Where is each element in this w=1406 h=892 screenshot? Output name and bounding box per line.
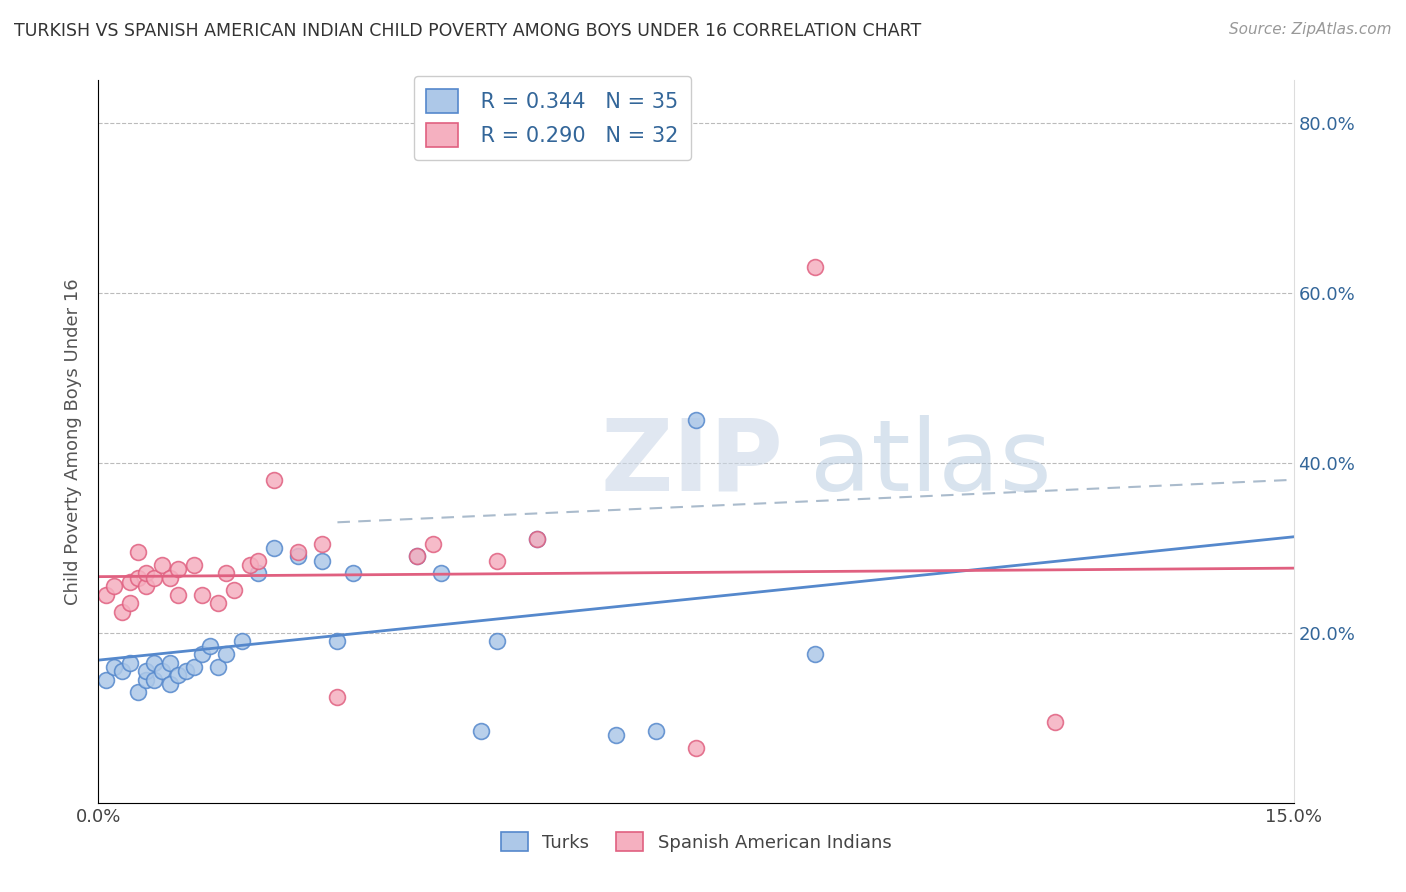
Point (804, 260, 827, 275)
Point (135, 664, 157, 678)
Point (207, 596, 229, 610)
Point (239, 558, 262, 572)
Point (127, 545, 149, 559)
Point (127, 570, 149, 584)
Point (526, 533, 548, 547)
Point (406, 549, 429, 564)
Point (150, 558, 173, 572)
Point (159, 570, 181, 584)
Point (263, 541, 285, 555)
Point (183, 558, 205, 572)
Text: Source: ZipAtlas.com: Source: ZipAtlas.com (1229, 22, 1392, 37)
Point (326, 690, 349, 704)
Point (183, 660, 205, 674)
Point (135, 673, 157, 687)
Point (485, 634, 508, 648)
Point (207, 660, 229, 674)
Point (605, 728, 627, 742)
Text: atlas: atlas (810, 415, 1052, 512)
Point (406, 549, 429, 564)
Point (422, 536, 444, 550)
Point (526, 533, 548, 547)
Point (246, 566, 269, 581)
Point (685, 413, 707, 427)
Point (246, 553, 269, 567)
Point (167, 588, 190, 602)
Point (311, 536, 333, 550)
Legend: Turks, Spanish American Indians: Turks, Spanish American Indians (494, 825, 898, 859)
Text: TURKISH VS SPANISH AMERICAN INDIAN CHILD POVERTY AMONG BOYS UNDER 16 CORRELATION: TURKISH VS SPANISH AMERICAN INDIAN CHILD… (14, 22, 921, 40)
Point (263, 473, 285, 487)
Text: ZIP: ZIP (600, 415, 783, 512)
Point (143, 673, 166, 687)
Point (198, 639, 221, 653)
Point (1043, 714, 1066, 729)
Point (174, 664, 197, 678)
Point (143, 656, 166, 670)
Point (159, 656, 181, 670)
Point (804, 647, 827, 661)
Point (167, 668, 190, 682)
Point (103, 660, 125, 674)
Point (430, 566, 453, 581)
Point (150, 664, 173, 678)
Point (143, 570, 166, 584)
Point (470, 723, 492, 738)
Point (159, 677, 181, 691)
Point (135, 579, 157, 593)
Point (135, 566, 157, 581)
Point (645, 723, 668, 738)
Point (685, 740, 707, 755)
Point (191, 647, 214, 661)
Point (342, 566, 364, 581)
Point (111, 605, 134, 619)
Y-axis label: Child Poverty Among Boys Under 16: Child Poverty Among Boys Under 16 (65, 278, 83, 605)
Point (215, 566, 238, 581)
Point (326, 634, 349, 648)
Point (485, 553, 508, 567)
Point (231, 634, 253, 648)
Point (311, 553, 333, 567)
Point (215, 647, 238, 661)
Point (222, 583, 245, 598)
Point (287, 545, 309, 559)
Point (127, 685, 149, 699)
Point (120, 596, 142, 610)
Point (167, 562, 190, 576)
Point (287, 549, 309, 564)
Point (120, 574, 142, 589)
Point (111, 664, 134, 678)
Point (96, 588, 118, 602)
Point (120, 656, 142, 670)
Point (96, 673, 118, 687)
Point (191, 588, 214, 602)
Point (103, 579, 125, 593)
